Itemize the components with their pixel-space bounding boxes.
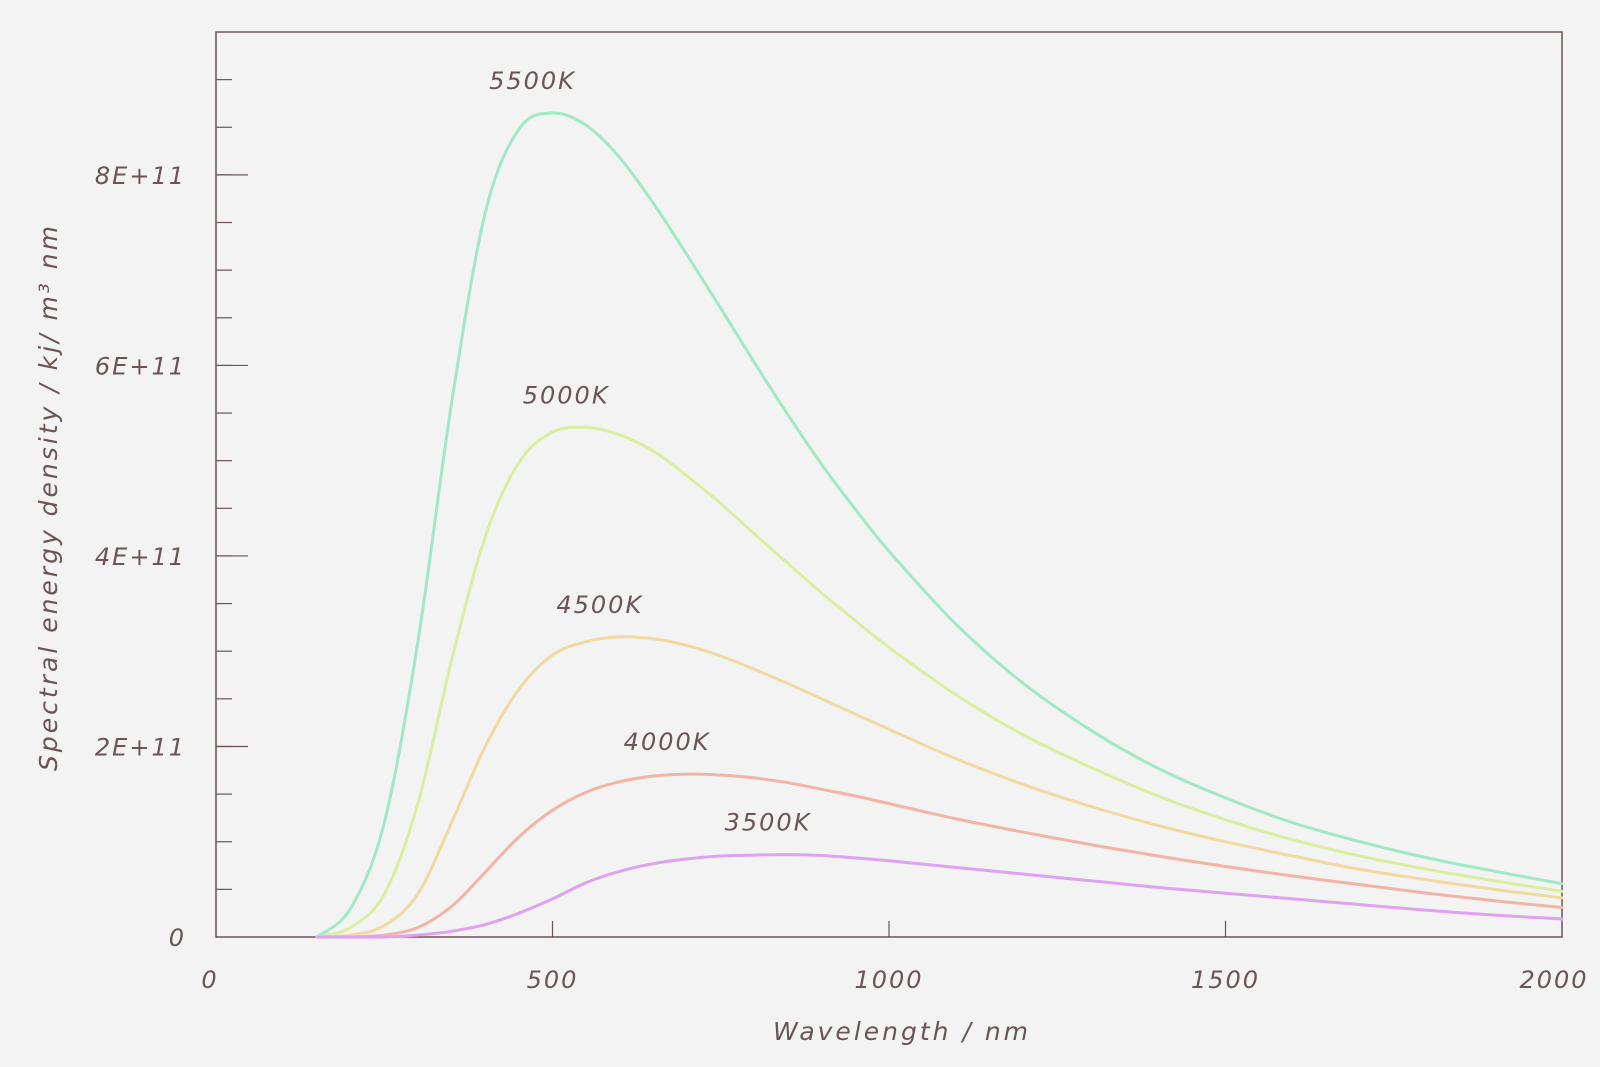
series-line-5000K	[315, 425, 1564, 939]
series-line-3500K	[315, 853, 1564, 939]
series-line-4000K	[315, 772, 1564, 939]
x-tick-label: 0	[201, 966, 218, 994]
y-minor-ticks	[216, 79, 232, 890]
series-label: 4500K	[556, 591, 643, 619]
series-label: 5500K	[489, 67, 576, 95]
series-labels: 5500K 5000K 4500K 4000K 3500K	[489, 67, 812, 837]
y-axis: 0 2E+11 4E+11 6E+11 8E+11	[95, 162, 248, 952]
x-axis-title: Wavelength / nm	[773, 1017, 1031, 1046]
x-tick-label: 500	[527, 966, 579, 994]
series-label: 4000K	[624, 728, 711, 756]
x-tick-label: 1500	[1191, 966, 1260, 994]
x-tick-label: 1000	[854, 966, 923, 994]
x-tick-label: 2000	[1519, 966, 1588, 994]
y-tick-label: 0	[169, 924, 186, 952]
y-tick-label: 6E+11	[95, 352, 186, 380]
series-layer	[315, 111, 1564, 939]
x-axis: 0 500 1000 1500 2000	[201, 921, 1588, 994]
series-line-5500K	[315, 111, 1564, 939]
y-tick-label: 4E+11	[95, 543, 186, 571]
series-line-4500K	[315, 635, 1564, 939]
y-tick-label: 2E+11	[95, 733, 186, 761]
y-axis-title: Spectral energy density / kj/ m³ nm	[34, 223, 63, 771]
series-label: 5000K	[523, 381, 610, 409]
series-label: 3500K	[725, 809, 812, 837]
y-tick-label: 8E+11	[95, 162, 186, 190]
